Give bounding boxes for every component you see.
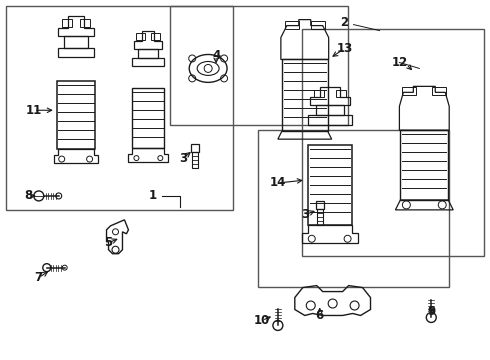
Bar (62, 19, 72, 27)
Text: 8: 8 (24, 189, 33, 202)
Bar (6, 6, 233, 210)
Text: 2: 2 (341, 16, 349, 29)
Bar (316, 201, 324, 209)
Bar (400, 130, 448, 200)
Text: 6: 6 (316, 309, 324, 322)
Text: 3: 3 (179, 152, 187, 165)
Text: 7: 7 (35, 271, 43, 284)
Text: 3: 3 (301, 208, 309, 221)
Text: 9: 9 (427, 305, 436, 318)
Text: 14: 14 (270, 176, 286, 189)
Text: 5: 5 (104, 236, 113, 249)
Bar (80, 19, 90, 27)
Text: 1: 1 (148, 189, 156, 202)
Text: 12: 12 (392, 56, 408, 69)
Bar (402, 87, 416, 95)
Bar (132, 88, 164, 148)
Bar (171, 6, 347, 125)
Bar (192, 152, 198, 168)
Bar (308, 145, 352, 225)
Bar (336, 90, 345, 97)
Bar (151, 32, 160, 40)
Text: 13: 13 (337, 42, 353, 55)
Bar (432, 87, 446, 95)
Text: 4: 4 (212, 49, 220, 62)
Bar (191, 144, 199, 152)
Bar (258, 130, 449, 287)
Bar (317, 209, 323, 225)
Bar (314, 90, 324, 97)
Bar (136, 32, 146, 40)
Bar (285, 21, 299, 28)
Bar (57, 81, 95, 149)
Bar (302, 28, 484, 256)
Text: 11: 11 (25, 104, 42, 117)
Bar (311, 21, 325, 28)
Bar (282, 59, 328, 131)
Text: 10: 10 (254, 314, 270, 327)
